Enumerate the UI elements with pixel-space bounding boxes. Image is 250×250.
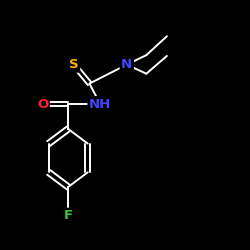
Text: O: O — [37, 98, 48, 110]
Text: N: N — [121, 58, 132, 71]
Text: F: F — [64, 209, 73, 222]
Text: NH: NH — [89, 98, 111, 110]
Text: O: O — [37, 98, 48, 110]
Text: N: N — [121, 58, 132, 71]
Text: S: S — [69, 58, 79, 71]
Text: F: F — [64, 209, 73, 222]
Text: NH: NH — [89, 98, 111, 110]
Text: S: S — [69, 58, 79, 71]
